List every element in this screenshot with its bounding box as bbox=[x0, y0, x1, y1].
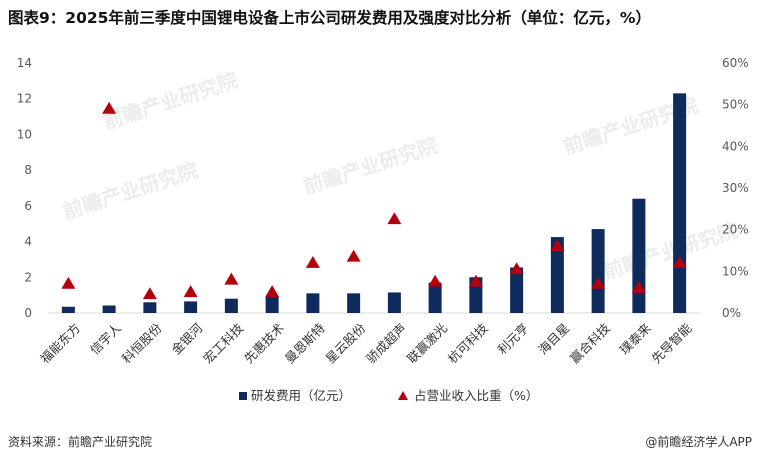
marker-rd-ratio bbox=[672, 256, 687, 268]
x-tick-label: 海目星 bbox=[535, 320, 572, 357]
marker-rd-ratio bbox=[61, 276, 76, 289]
y-right-tick-label: 50% bbox=[722, 98, 749, 112]
bar-rd-expense bbox=[61, 306, 75, 313]
bar-rd-expense bbox=[224, 298, 238, 313]
marker-rd-ratio bbox=[224, 272, 239, 285]
bar-rd-expense bbox=[184, 301, 198, 313]
bar-rd-expense bbox=[591, 229, 605, 313]
x-tick-label: 信宇人 bbox=[87, 320, 124, 357]
chart-title: 图表9：2025年前三季度中国锂电设备上市公司研发费用及强度对比分析（单位：亿元… bbox=[8, 9, 651, 27]
bar-rd-expense bbox=[428, 282, 442, 313]
bar-rd-expense bbox=[387, 292, 401, 313]
x-tick-label: 星云股份 bbox=[323, 320, 369, 366]
x-tick-label: 福能东方 bbox=[37, 320, 83, 366]
brand-note: @前瞻经济学人APP bbox=[645, 435, 752, 449]
x-tick-label: 金银河 bbox=[168, 320, 205, 357]
x-tick-label: 杭可科技 bbox=[445, 320, 491, 366]
y-left-tick-label: 10 bbox=[17, 127, 32, 141]
bar-rd-expense bbox=[550, 237, 564, 313]
marker-rd-ratio bbox=[142, 287, 157, 300]
legend-swatch-marker bbox=[398, 391, 408, 400]
legend-label-marker: 占营业收入比重（%） bbox=[414, 388, 538, 403]
x-tick-label: 利元亨 bbox=[494, 320, 531, 357]
bar-rd-expense bbox=[510, 267, 524, 313]
x-tick-label: 先惠技术 bbox=[241, 320, 287, 366]
y-left-tick-label: 12 bbox=[17, 92, 32, 106]
bar-rd-expense bbox=[632, 198, 646, 313]
x-tick-label: 赢合科技 bbox=[567, 320, 613, 366]
marker-rd-ratio bbox=[509, 262, 524, 275]
y-right-tick-label: 20% bbox=[722, 223, 749, 237]
y-right-tick-label: 0% bbox=[722, 306, 741, 320]
bar-rd-expense bbox=[143, 302, 157, 313]
y-left-tick-label: 6 bbox=[24, 199, 32, 213]
source-note: 资料来源：前瞻产业研究院 bbox=[8, 435, 153, 449]
x-tick-label: 璞泰来 bbox=[617, 320, 654, 357]
x-tick-label: 先导智能 bbox=[649, 320, 695, 366]
marker-rd-ratio bbox=[387, 212, 402, 225]
y-left-tick-label: 0 bbox=[24, 306, 32, 320]
x-tick-label: 联赢激光 bbox=[404, 320, 450, 366]
bar-rd-expense bbox=[673, 93, 687, 313]
y-left-tick-label: 8 bbox=[24, 163, 32, 177]
bar-rd-expense bbox=[265, 296, 279, 313]
legend-swatch-bar bbox=[239, 392, 247, 400]
marker-rd-ratio bbox=[183, 285, 198, 298]
x-tick-label: 骄成超声 bbox=[363, 320, 409, 366]
marker-rd-ratio bbox=[550, 239, 565, 252]
y-right-tick-label: 60% bbox=[722, 56, 749, 70]
y-right-tick-label: 30% bbox=[722, 181, 749, 195]
y-left-tick-label: 2 bbox=[24, 270, 32, 284]
bar-rd-expense bbox=[102, 305, 116, 313]
y-right-tick-label: 10% bbox=[722, 264, 749, 278]
bar-rd-expense bbox=[347, 293, 361, 313]
marker-rd-ratio bbox=[346, 249, 361, 262]
marker-rd-ratio bbox=[591, 276, 606, 289]
x-tick-label: 科恒股份 bbox=[119, 320, 165, 366]
marker-rd-ratio bbox=[305, 256, 320, 268]
legend-label-bar: 研发费用（亿元） bbox=[251, 388, 351, 403]
marker-rd-ratio bbox=[428, 274, 443, 287]
y-right-tick-label: 40% bbox=[722, 139, 749, 153]
marker-rd-ratio bbox=[102, 101, 117, 114]
x-tick-label: 宏工科技 bbox=[200, 320, 246, 366]
y-left-tick-label: 14 bbox=[17, 56, 32, 70]
bar-rd-expense bbox=[306, 293, 320, 313]
x-tick-label: 曼恩斯特 bbox=[282, 320, 328, 366]
marker-rd-ratio bbox=[468, 274, 483, 287]
y-left-tick-label: 4 bbox=[24, 235, 32, 249]
marker-rd-ratio bbox=[265, 285, 280, 298]
marker-rd-ratio bbox=[631, 281, 646, 293]
